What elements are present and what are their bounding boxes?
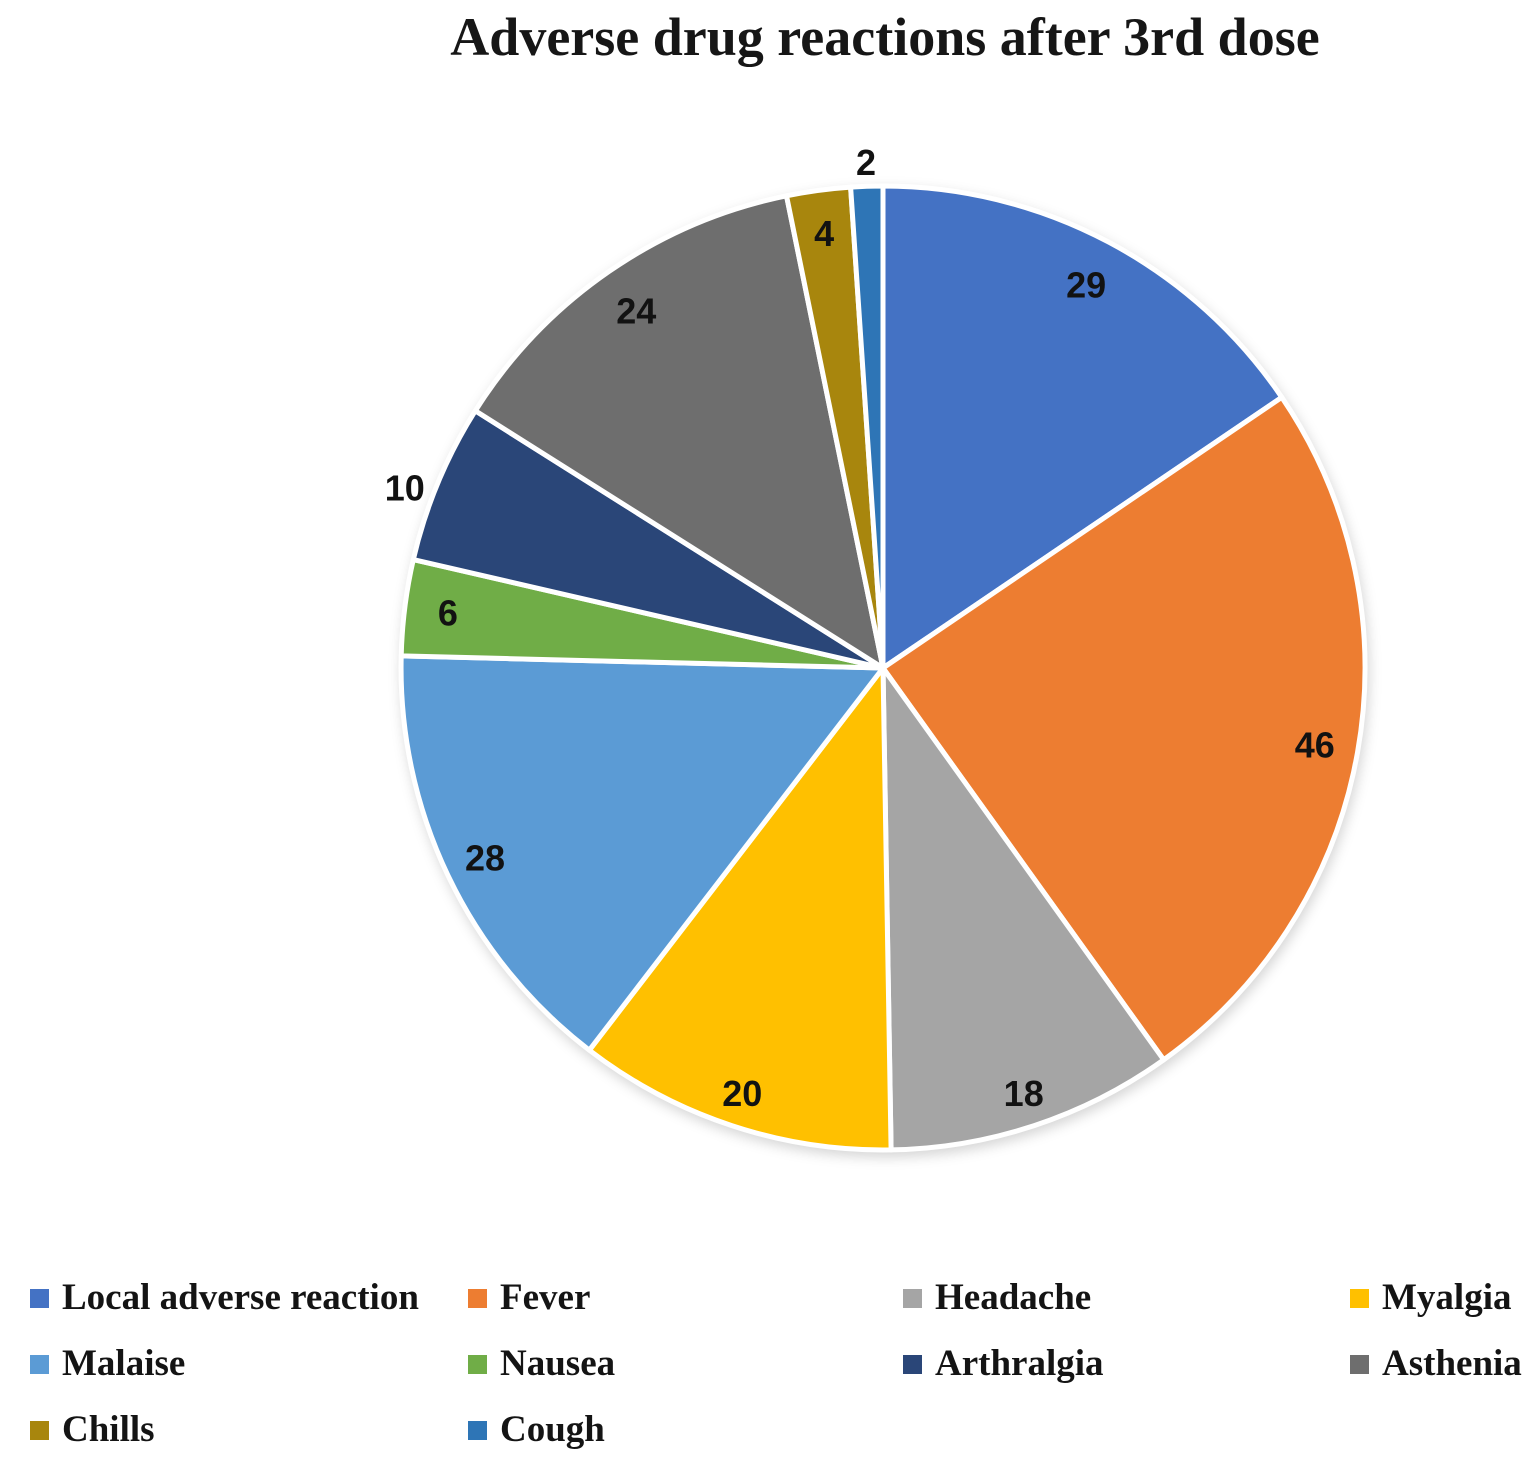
- slice-value-asthenia: 24: [616, 291, 656, 332]
- legend-label-headache: Headache: [935, 1277, 1092, 1318]
- slice-value-malaise: 28: [465, 838, 505, 879]
- pie-slice-local-adverse-reaction: [880, 183, 1285, 671]
- pie-value-labels-group: 29 46 18 20 28 6 10 24 42: [385, 142, 1335, 1114]
- legend-swatch-fever: [468, 1288, 487, 1308]
- legend-label-nausea: Nausea: [500, 1343, 616, 1384]
- legend-label-fever: Fever: [500, 1277, 591, 1318]
- slice-value-headache: 18: [1004, 1073, 1044, 1114]
- pie-slice-headache: [880, 665, 1167, 1153]
- legend-item-arthralgia: Arthralgia: [903, 1342, 1104, 1386]
- legend-item-chills: Chills: [30, 1408, 155, 1452]
- slice-value-nausea: 6: [438, 593, 458, 634]
- legend-swatch-malaise: [30, 1354, 49, 1374]
- pie-slice-cough: [848, 183, 886, 671]
- slice-value-cough: 2: [856, 142, 876, 183]
- legend-item-myalgia: Myalgia: [1350, 1276, 1511, 1320]
- legend-label-local-adverse-reaction: Local adverse reaction: [62, 1277, 419, 1318]
- pie-slice-malaise: [398, 653, 886, 1053]
- slice-value-fever: 46: [1295, 725, 1335, 766]
- legend-swatch-arthralgia: [903, 1354, 922, 1374]
- legend-item-nausea: Nausea: [468, 1342, 615, 1386]
- slice-value-arthralgia: 10: [385, 468, 425, 509]
- legend-swatch-myalgia: [1350, 1288, 1369, 1308]
- legend-item-malaise: Malaise: [30, 1342, 185, 1386]
- legend-swatch-cough: [468, 1420, 487, 1440]
- legend-label-chills: Chills: [62, 1409, 155, 1450]
- legend-label-cough: Cough: [500, 1409, 605, 1450]
- legend-label-malaise: Malaise: [62, 1343, 186, 1384]
- legend-swatch-asthenia: [1350, 1354, 1369, 1374]
- pie-slice-asthenia: [472, 193, 886, 671]
- legend-item-fever: Fever: [468, 1276, 590, 1320]
- legend-item-headache: Headache: [903, 1276, 1091, 1320]
- legend-swatch-nausea: [468, 1354, 487, 1374]
- pie-slice-arthralgia: [410, 408, 886, 671]
- legend-swatch-headache: [903, 1288, 922, 1308]
- legend-item-asthenia: Asthenia: [1350, 1342, 1522, 1386]
- pie-slice-myalgia: [586, 665, 894, 1153]
- legend-label-arthralgia: Arthralgia: [935, 1343, 1104, 1384]
- legend-swatch-chills: [30, 1420, 49, 1440]
- legend-label-myalgia: Myalgia: [1382, 1277, 1512, 1318]
- pie-slice-fever: [880, 394, 1368, 1063]
- pie-slices-group: [398, 183, 1368, 1153]
- slice-value-local-adverse-reaction: 29: [1066, 264, 1106, 305]
- slice-value-chills: 4: [814, 213, 834, 254]
- legend-item-cough: Cough: [468, 1408, 605, 1452]
- legend-swatch-local-adverse-reaction: [30, 1288, 49, 1308]
- legend-label-asthenia: Asthenia: [1382, 1343, 1522, 1384]
- slice-value-myalgia: 20: [722, 1073, 762, 1114]
- legend-item-local-adverse-reaction: Local adverse reaction: [30, 1276, 419, 1320]
- chart-title: Adverse drug reactions after 3rd dose: [450, 7, 1320, 67]
